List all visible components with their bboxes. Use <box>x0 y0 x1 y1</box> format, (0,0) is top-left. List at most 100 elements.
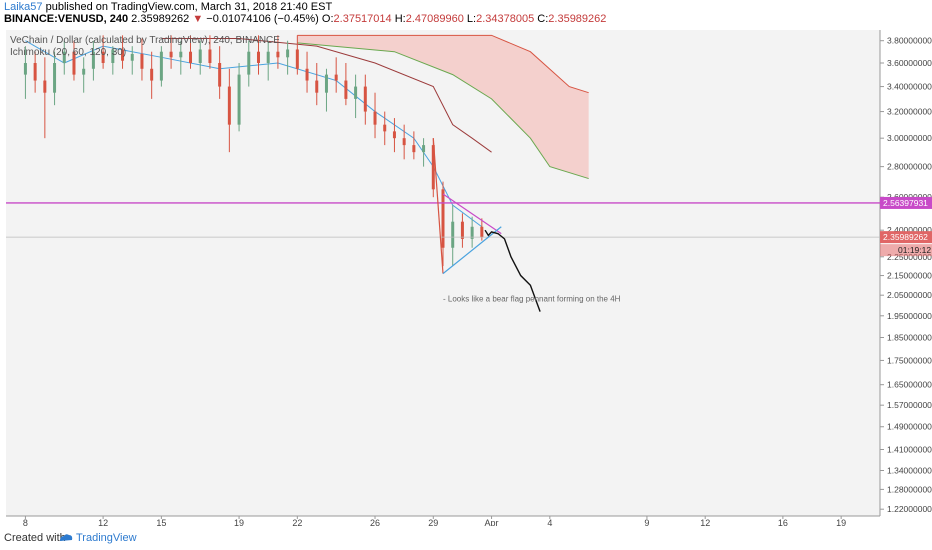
y-tick-label: 1.85000000 <box>887 333 932 343</box>
candle <box>373 92 377 139</box>
candle-body <box>344 80 348 99</box>
down-arrow-icon: ▼ <box>192 13 204 25</box>
publish-line: Laika57 published on TradingView.com, Ma… <box>4 1 332 13</box>
candle-body <box>431 145 435 190</box>
x-tick-label: 12 <box>98 518 108 526</box>
candle-body <box>305 68 309 81</box>
candle <box>91 40 95 81</box>
candle-body <box>422 145 426 153</box>
price-chart[interactable]: 3.80000000 3.60000000 3.40000000 3.20000000… <box>0 26 932 526</box>
x-tick-label: Apr <box>485 518 499 526</box>
candle <box>237 63 241 132</box>
x-tick-label: 16 <box>778 518 788 526</box>
candle <box>383 111 387 146</box>
candle-body <box>150 68 154 81</box>
candle <box>111 46 115 75</box>
candle <box>247 40 251 87</box>
candle-body <box>121 49 125 61</box>
candle <box>392 118 396 153</box>
candle-body <box>208 49 212 64</box>
candle <box>402 124 406 160</box>
pennant-lower-line <box>442 226 502 275</box>
candle-body <box>91 51 95 69</box>
candle <box>159 46 163 87</box>
candle <box>218 46 222 99</box>
close-label: C: <box>537 13 549 25</box>
tradingview-brand[interactable]: TradingView <box>76 532 137 544</box>
candle-body <box>441 189 445 248</box>
candle <box>334 57 338 93</box>
last-price-tag <box>880 231 932 244</box>
candle <box>101 35 105 69</box>
y-tick-label: 1.49000000 <box>887 422 932 432</box>
candle-body <box>266 51 270 64</box>
projection-path <box>484 229 541 312</box>
publish-info: published on TradingView.com, March 31, … <box>45 1 333 13</box>
x-tick-label: 26 <box>370 518 380 526</box>
candle <box>43 57 47 139</box>
candle-body <box>189 51 193 64</box>
candle-body <box>334 74 338 81</box>
high-label: H: <box>394 13 406 25</box>
cloud-lower-line <box>297 42 589 180</box>
tradingview-logo-icon[interactable] <box>58 532 74 544</box>
candle <box>305 51 309 93</box>
candle <box>412 131 416 160</box>
candle <box>130 46 134 75</box>
y-tick-label: 1.95000000 <box>887 311 932 321</box>
high-value: 2.47089960 <box>405 13 464 25</box>
flag-pole-line <box>432 138 444 274</box>
candle <box>315 63 319 106</box>
candle-body <box>169 51 173 58</box>
candle <box>208 35 212 69</box>
candle-body <box>179 51 183 58</box>
candle <box>179 40 183 75</box>
candle <box>53 51 57 106</box>
y-tick-label: 1.22000000 <box>887 504 932 514</box>
candle <box>295 35 299 75</box>
candle-body <box>315 80 319 93</box>
candle-body <box>286 49 290 58</box>
candle <box>451 205 455 267</box>
y-tick-label: 2.80000000 <box>887 162 932 172</box>
candle <box>363 74 367 125</box>
open-label: O: <box>321 13 334 25</box>
candle-body <box>101 51 105 64</box>
x-tick-label: 4 <box>547 518 552 526</box>
y-tick-label: 3.20000000 <box>887 107 932 117</box>
x-tick-label: 12 <box>700 518 710 526</box>
candle-body <box>412 145 416 153</box>
chart-area[interactable]: 3.80000000 3.60000000 3.40000000 3.20000000… <box>0 26 932 526</box>
kijun-line <box>161 38 492 153</box>
x-tick-label: 15 <box>156 518 166 526</box>
y-tick-label: 1.28000000 <box>887 484 932 494</box>
candle-body <box>237 74 241 125</box>
x-tick-label: 9 <box>644 518 649 526</box>
candle-body <box>470 226 474 239</box>
price-change: −0.01074106 (−0.45%) <box>206 13 319 25</box>
candle <box>286 40 290 75</box>
y-tick-label: 1.65000000 <box>887 380 932 390</box>
candle-body <box>43 80 47 93</box>
candle-body <box>256 51 260 64</box>
candle-body <box>33 63 37 81</box>
candle-body <box>480 226 484 238</box>
y-tick-label: 3.60000000 <box>887 58 932 68</box>
symbol-label: BINANCE:VENUSD, 240 <box>4 13 129 25</box>
candle-body <box>451 221 455 248</box>
candle-body <box>111 49 115 64</box>
x-tick-label: 22 <box>292 518 302 526</box>
author-link[interactable]: Laika57 <box>4 1 43 13</box>
ichimoku-cloud <box>297 35 589 179</box>
candle <box>324 68 328 112</box>
candle <box>266 40 270 81</box>
indicator-legend[interactable]: Ichimoku (20, 60, 120, 30) <box>10 47 127 58</box>
candle-body <box>23 63 27 75</box>
low-label: L: <box>466 13 477 25</box>
y-tick-label: 2.25000000 <box>887 252 932 262</box>
candle-body <box>402 138 406 146</box>
low-value: 2.34378005 <box>476 13 535 25</box>
cloud-upper-line <box>297 34 589 94</box>
candle-body <box>130 53 134 61</box>
candle <box>344 63 348 106</box>
